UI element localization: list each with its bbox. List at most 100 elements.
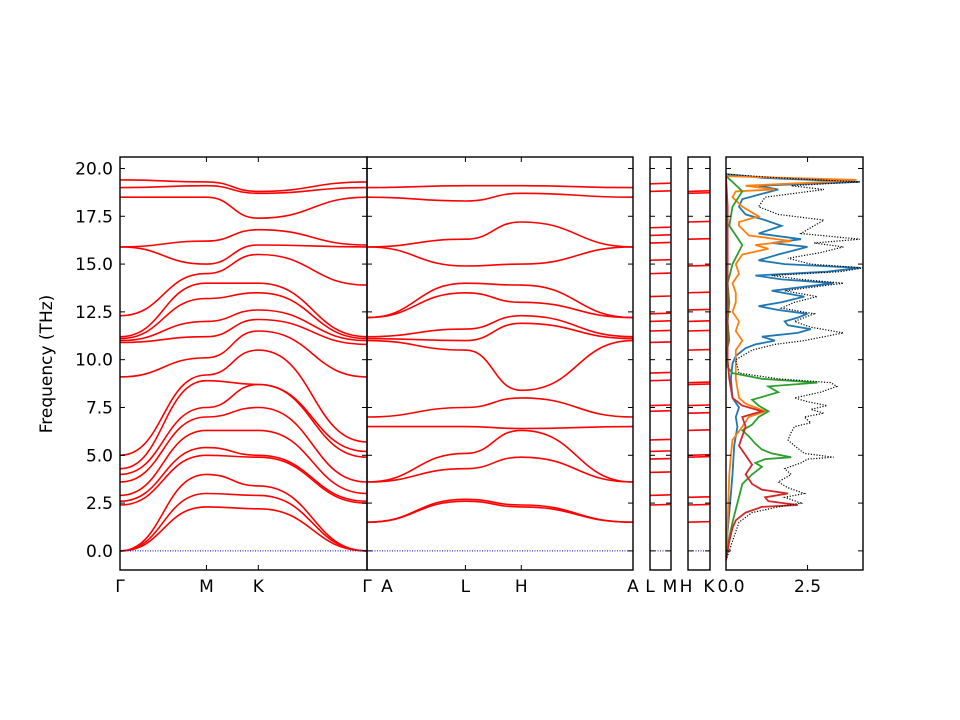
dos-panel <box>726 173 863 561</box>
band-line <box>687 264 711 267</box>
x-tick-label: A <box>381 577 393 597</box>
band-line <box>120 379 367 470</box>
band-line <box>649 409 672 413</box>
band-line <box>687 191 711 195</box>
panel-frames <box>119 156 864 571</box>
band-line <box>649 379 672 382</box>
band-line <box>120 473 367 552</box>
band-line <box>120 291 367 340</box>
band-line <box>367 184 633 189</box>
band-line <box>120 228 367 248</box>
band-line <box>687 320 711 323</box>
band-line <box>367 246 633 267</box>
band-line <box>120 179 367 193</box>
band-line <box>687 220 711 223</box>
band-line <box>687 411 711 415</box>
y-tick-label: 2.5 <box>86 494 113 514</box>
panel-frame <box>366 156 634 571</box>
y-tick-label: 5.0 <box>86 446 113 466</box>
band-line <box>367 425 633 430</box>
x-tick-label: H <box>515 577 528 597</box>
band-line <box>120 492 367 552</box>
band-line <box>687 383 711 386</box>
band-line <box>367 221 633 248</box>
x-tick-label: Γ <box>362 577 372 597</box>
band-line <box>120 349 367 457</box>
dos-series-line <box>726 176 798 561</box>
band-line <box>367 397 633 418</box>
dos-series-line <box>726 175 857 561</box>
dos-series-line <box>726 175 818 561</box>
band-line <box>687 190 711 193</box>
band-line <box>367 314 633 338</box>
band-line <box>649 182 672 185</box>
band-line <box>649 312 672 315</box>
band-line <box>120 506 367 552</box>
band-line <box>120 446 367 502</box>
band-line <box>687 329 711 332</box>
band-line <box>649 241 672 244</box>
x-tick-label: H <box>680 577 693 597</box>
band-line <box>367 192 633 202</box>
band-line <box>649 329 672 332</box>
dos-x-tick-label: 0.0 <box>717 577 744 597</box>
band-line <box>649 404 672 407</box>
band-line <box>120 282 367 338</box>
band-line <box>649 457 672 460</box>
band-line <box>649 295 672 298</box>
dos-series-line <box>726 173 863 561</box>
band-line <box>367 456 633 483</box>
band-line <box>649 320 672 323</box>
y-tick-label: 0.0 <box>86 542 113 562</box>
band-line <box>120 318 367 346</box>
band-line <box>120 244 367 265</box>
band-line <box>649 341 672 344</box>
band-line <box>649 258 672 262</box>
band-line <box>367 498 633 523</box>
band-line <box>649 450 672 453</box>
band-line <box>649 494 672 497</box>
band-line <box>367 339 633 392</box>
band-line <box>687 348 711 351</box>
band-line <box>687 404 711 407</box>
band-line <box>120 454 367 506</box>
band-line <box>687 308 711 311</box>
band-line <box>120 253 367 317</box>
band-line <box>649 471 672 474</box>
band-line <box>120 330 367 378</box>
band-line <box>367 429 633 483</box>
y-tick-label: 10.0 <box>75 351 113 371</box>
band-line <box>120 383 367 476</box>
x-tick-label: K <box>703 577 715 597</box>
band-line <box>649 272 672 275</box>
band-line <box>687 503 711 506</box>
band-line <box>649 190 672 193</box>
x-tick-label: M <box>663 577 678 597</box>
band-line <box>120 184 367 195</box>
band-line <box>649 234 672 237</box>
band-line <box>367 291 633 319</box>
band-line <box>687 495 711 499</box>
band-line <box>649 438 672 441</box>
y-tick-label: 17.5 <box>75 207 113 227</box>
band-line <box>120 309 367 342</box>
band-line <box>120 429 367 497</box>
y-tick-label: 12.5 <box>75 303 113 323</box>
band-line <box>649 371 672 374</box>
band-line <box>367 282 633 319</box>
band-line <box>687 520 711 523</box>
panel-frame <box>687 156 711 571</box>
panel-frame <box>725 156 864 571</box>
band-line <box>687 429 711 432</box>
x-tick-label: L <box>645 577 655 597</box>
band-line <box>649 226 672 229</box>
band-structure-panels <box>120 179 711 552</box>
band-line <box>687 381 711 384</box>
band-line <box>120 406 367 483</box>
x-tick-label: M <box>199 577 214 597</box>
band-line <box>687 237 711 241</box>
y-tick-label: 7.5 <box>86 398 113 418</box>
y-tick-label: 15.0 <box>75 255 113 275</box>
band-line <box>120 196 367 220</box>
